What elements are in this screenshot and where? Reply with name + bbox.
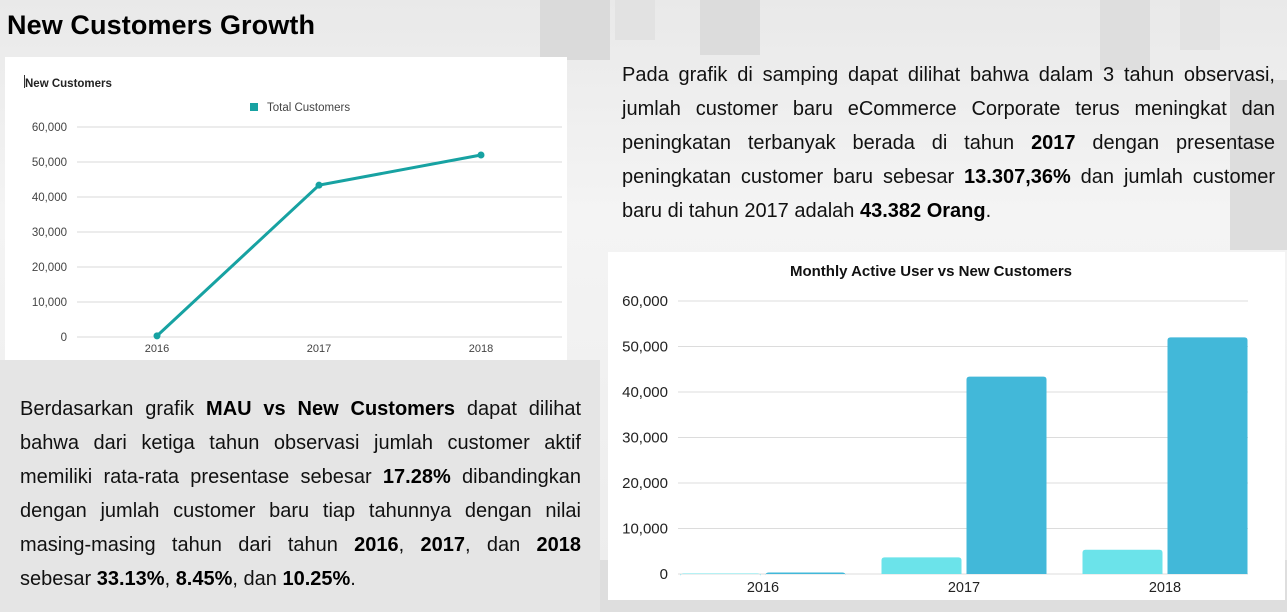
line-chart: New Customers Total Customers 0 10,000 20,… [24,75,562,355]
y-tick-label: 0 [61,332,67,344]
bar [680,573,761,577]
y-tick-label: 10,000 [32,297,67,309]
page-title: New Customers Growth [7,10,316,40]
bar-chart: Monthly Active User vs New Customers 0 10… [622,263,1248,596]
paragraph-right: Pada grafik di samping dapat dilihat bah… [622,58,1275,228]
y-tick-label: 20,000 [622,475,668,492]
highlight: MAU vs New Customers [206,398,455,420]
highlight: 33.13% [96,568,165,590]
highlight: 43.382 Orang [859,200,986,222]
text: Pada grafik di samping dapat dilihat bah… [622,64,1275,154]
line-chart-panel: New Customers Total Customers 0 10,000 20,… [5,57,567,360]
x-tick-label: 2016 [747,580,779,596]
y-tick-label: 40,000 [622,384,668,401]
x-tick-label: 2018 [469,343,493,355]
y-tick-label: 60,000 [32,122,67,134]
highlight: 17.28% [382,466,451,488]
y-tick-label: 0 [660,566,668,583]
x-tick-label: 2018 [1149,580,1181,596]
bar [966,376,1047,574]
text: dengan presentase peningkatan customer b… [622,132,1275,188]
bar-chart-panel: Monthly Active User vs New Customers 0 10… [608,252,1285,600]
data-point [315,181,323,189]
text: dibandingkan dengan jumlah customer baru… [20,466,581,556]
y-tick-label: 40,000 [32,192,67,204]
y-tick-label: 50,000 [622,339,668,356]
legend-label: Total Customers [267,102,350,114]
legend-swatch [250,103,258,111]
text: , dan [232,568,283,590]
x-tick-label: 2016 [145,343,169,355]
text: . [350,568,356,590]
text: , dan [465,534,537,556]
x-tick-label: 2017 [948,580,980,596]
text: . [985,200,992,222]
highlight: 2017 [420,534,466,556]
bar [765,572,846,576]
y-tick-label: 50,000 [32,157,67,169]
x-tick-label: 2017 [307,343,331,355]
text: dapat dilihat bahwa dari ketiga tahun ob… [20,398,582,488]
y-tick-label: 60,000 [622,293,668,310]
text: , [164,568,176,590]
highlight: 2016 [354,534,399,556]
data-point [153,332,161,340]
bar [1082,549,1163,574]
y-tick-label: 30,000 [622,430,668,447]
y-tick-label: 10,000 [622,521,668,538]
highlight: 8.45% [175,568,233,590]
highlight: 10.25% [282,568,351,590]
y-tick-label: 20,000 [32,262,67,274]
highlight: 13.307,36% [964,166,1071,188]
text: , [398,534,421,556]
highlight: 2018 [536,534,582,556]
y-tick-label: 30,000 [32,227,67,239]
line-chart-title: New Customers [25,78,112,90]
text: sebesar [20,568,97,590]
paragraph-left: Berdasarkan grafik MAU vs New Customers … [20,392,581,596]
text: dan jumlah customer baru di tahun 2017 a… [622,166,1276,222]
text: Berdasarkan grafik [20,398,207,420]
bar [881,557,962,574]
bar [1167,337,1248,574]
bar-chart-title: Monthly Active User vs New Customers [790,263,1072,280]
data-point [477,151,485,159]
highlight: 2017 [1031,132,1076,154]
